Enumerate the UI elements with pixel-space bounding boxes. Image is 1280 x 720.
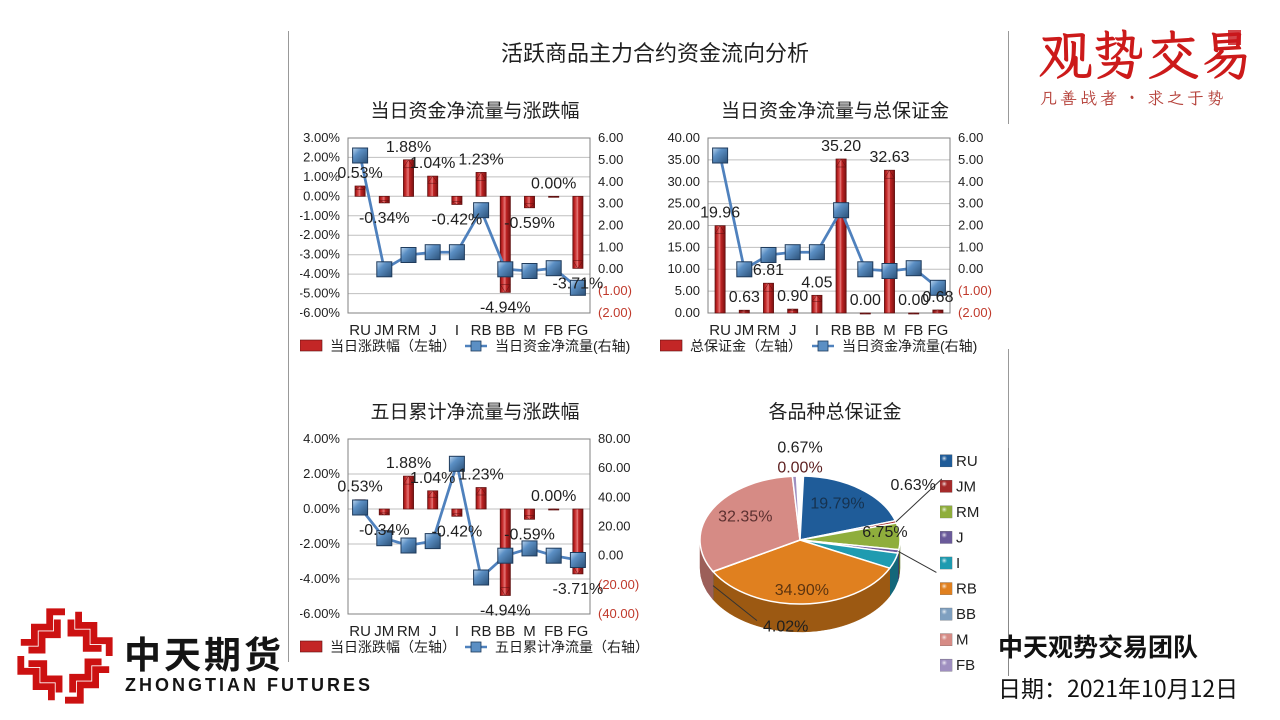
svg-text:-3.71%: -3.71% <box>553 581 604 598</box>
svg-text:6.00: 6.00 <box>958 130 983 145</box>
svg-text:4.00: 4.00 <box>958 174 983 189</box>
svg-text:0.00%: 0.00% <box>303 501 340 516</box>
svg-text:0.00: 0.00 <box>850 292 881 309</box>
svg-text:(40.00): (40.00) <box>598 606 639 621</box>
svg-text:-2.00%: -2.00% <box>300 536 340 551</box>
svg-text:2.00%: 2.00% <box>303 466 340 481</box>
svg-text:20.00: 20.00 <box>598 519 631 534</box>
svg-text:-2.00%: -2.00% <box>300 227 340 242</box>
svg-text:当日涨跌幅（左轴）: 当日涨跌幅（左轴） <box>330 338 456 354</box>
svg-text:JM: JM <box>956 478 976 495</box>
svg-text:0.00: 0.00 <box>598 261 623 276</box>
svg-text:2.00: 2.00 <box>958 218 983 233</box>
svg-text:(1.00): (1.00) <box>958 283 992 298</box>
svg-text:6.75%: 6.75% <box>862 524 907 541</box>
svg-text:80.00: 80.00 <box>598 431 631 446</box>
svg-text:-6.00%: -6.00% <box>300 606 340 621</box>
svg-text:30.00: 30.00 <box>667 174 700 189</box>
svg-text:19.96: 19.96 <box>700 205 740 222</box>
svg-text:0.53%: 0.53% <box>337 165 382 182</box>
svg-text:-0.34%: -0.34% <box>359 210 410 227</box>
svg-text:FB: FB <box>956 657 975 674</box>
svg-text:0.00%: 0.00% <box>531 175 576 192</box>
svg-text:0.00%: 0.00% <box>531 488 576 505</box>
svg-text:60.00: 60.00 <box>598 460 631 475</box>
svg-text:5.00: 5.00 <box>675 283 700 298</box>
svg-text:2.00: 2.00 <box>598 218 623 233</box>
svg-text:0.00%: 0.00% <box>777 460 822 477</box>
svg-text:当日资金净流量(右轴): 当日资金净流量(右轴) <box>842 338 977 354</box>
svg-text:25.00: 25.00 <box>667 196 700 211</box>
svg-text:1.00: 1.00 <box>958 239 983 254</box>
svg-text:当日资金净流量(右轴): 当日资金净流量(右轴) <box>495 338 630 354</box>
svg-text:32.63: 32.63 <box>869 149 909 166</box>
svg-text:(2.00): (2.00) <box>958 305 992 320</box>
svg-text:35.20: 35.20 <box>821 138 861 155</box>
svg-text:32.35%: 32.35% <box>718 508 772 525</box>
svg-text:-4.94%: -4.94% <box>480 299 531 316</box>
svg-text:6.00: 6.00 <box>598 130 623 145</box>
svg-text:(20.00): (20.00) <box>598 577 639 592</box>
svg-text:20.00: 20.00 <box>667 218 700 233</box>
svg-text:5.00: 5.00 <box>598 152 623 167</box>
svg-text:RM: RM <box>956 504 979 521</box>
svg-text:10.00: 10.00 <box>667 261 700 276</box>
svg-text:-0.59%: -0.59% <box>504 215 555 232</box>
svg-text:-0.42%: -0.42% <box>432 523 483 540</box>
svg-text:(2.00): (2.00) <box>598 305 632 320</box>
svg-text:6.81: 6.81 <box>753 262 784 279</box>
svg-text:J: J <box>956 529 964 546</box>
svg-text:1.23%: 1.23% <box>458 151 503 168</box>
svg-text:0.63: 0.63 <box>729 289 760 306</box>
svg-text:19.79%: 19.79% <box>810 495 864 512</box>
svg-text:-6.00%: -6.00% <box>300 305 340 320</box>
svg-text:4.00%: 4.00% <box>303 431 340 446</box>
svg-text:4.00: 4.00 <box>598 174 623 189</box>
svg-text:五日累计净流量（右轴）: 五日累计净流量（右轴） <box>495 639 640 655</box>
svg-text:RB: RB <box>956 581 977 598</box>
svg-text:0.53%: 0.53% <box>337 479 382 496</box>
svg-text:3.00: 3.00 <box>958 196 983 211</box>
svg-text:-3.71%: -3.71% <box>553 276 604 293</box>
svg-text:-0.34%: -0.34% <box>359 522 410 539</box>
svg-text:35.00: 35.00 <box>667 152 700 167</box>
svg-text:BB: BB <box>956 606 976 623</box>
svg-text:0.00: 0.00 <box>598 548 623 563</box>
svg-text:-1.00%: -1.00% <box>300 208 340 223</box>
svg-text:总保证金（左轴）: 总保证金（左轴） <box>690 338 802 354</box>
svg-text:-0.42%: -0.42% <box>432 212 483 229</box>
svg-text:-3.00%: -3.00% <box>300 247 340 262</box>
svg-text:-0.59%: -0.59% <box>504 526 555 543</box>
svg-text:0.63%: 0.63% <box>891 477 936 494</box>
svg-text:4.05: 4.05 <box>801 274 832 291</box>
svg-text:-4.00%: -4.00% <box>300 571 340 586</box>
svg-text:2.00%: 2.00% <box>303 149 340 164</box>
svg-text:0.00%: 0.00% <box>303 188 340 203</box>
svg-text:40.00: 40.00 <box>598 489 631 504</box>
svg-text:1.00%: 1.00% <box>303 169 340 184</box>
svg-text:4.02%: 4.02% <box>763 619 808 636</box>
svg-text:40.00: 40.00 <box>667 130 700 145</box>
svg-text:15.00: 15.00 <box>667 239 700 254</box>
svg-text:1.00: 1.00 <box>598 239 623 254</box>
svg-text:1.23%: 1.23% <box>458 467 503 484</box>
svg-text:0.68: 0.68 <box>922 289 953 306</box>
svg-text:当日涨跌幅（左轴）: 当日涨跌幅（左轴） <box>330 639 456 655</box>
svg-text:5.00: 5.00 <box>958 152 983 167</box>
svg-text:3.00: 3.00 <box>598 196 623 211</box>
svg-text:1.04%: 1.04% <box>410 470 455 487</box>
svg-text:3.00%: 3.00% <box>303 130 340 145</box>
svg-text:-4.94%: -4.94% <box>480 603 531 620</box>
svg-text:M: M <box>956 632 969 649</box>
svg-text:-5.00%: -5.00% <box>300 286 340 301</box>
svg-text:-4.00%: -4.00% <box>300 266 340 281</box>
svg-text:0.00: 0.00 <box>675 305 700 320</box>
svg-text:0.00: 0.00 <box>958 261 983 276</box>
svg-text:0.67%: 0.67% <box>777 440 822 457</box>
svg-text:1.04%: 1.04% <box>410 155 455 172</box>
svg-text:34.90%: 34.90% <box>775 582 829 599</box>
svg-text:I: I <box>956 555 960 572</box>
svg-text:RU: RU <box>956 453 978 470</box>
svg-text:1.88%: 1.88% <box>386 139 431 156</box>
